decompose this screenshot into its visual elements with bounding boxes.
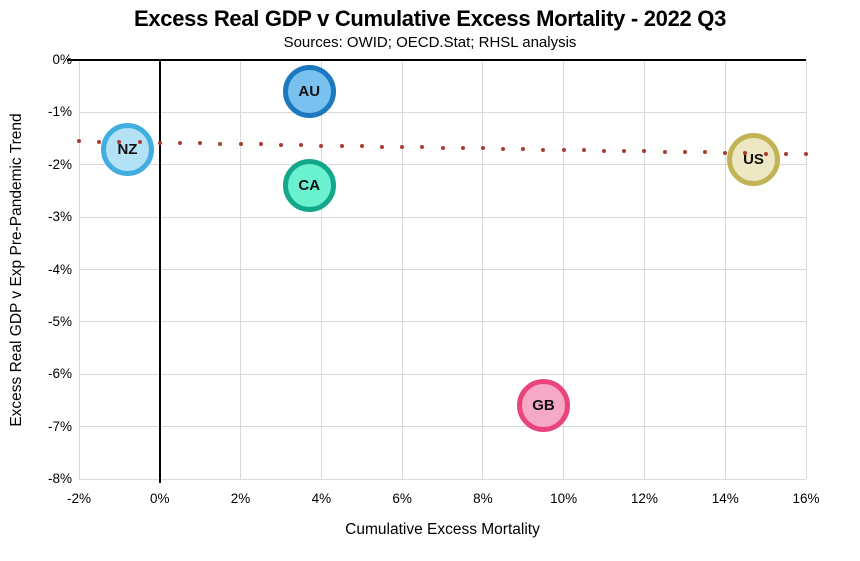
gridline-horizontal [79,426,806,428]
x-tick-label: 10% [550,491,578,506]
chart-subtitle: Sources: OWID; OECD.Stat; RHSL analysis [283,34,577,51]
trendline-dot [218,141,223,146]
trendline-dot [177,140,182,145]
trendline-dot [642,149,647,154]
trendline-dot [541,147,546,152]
bubble-CA: CA [282,159,336,213]
x-tick-label: -2% [66,491,91,506]
trendline-dot [137,140,142,145]
x-tick-label: 14% [711,491,739,506]
gridline-horizontal [79,111,806,113]
trendline-dot [440,145,445,150]
trendline-dot [743,151,748,156]
trendline-dot [682,150,687,155]
trendline-dot [420,145,425,150]
chart-title: Excess Real GDP v Cumulative Excess Mort… [133,6,727,31]
bubble-label: AU [298,82,321,100]
trendline-dot [501,146,506,151]
bubble-label: US [743,151,764,168]
x-axis-zero-line [67,58,806,62]
trendline-dot [319,143,324,148]
trendline-dot [77,139,81,144]
bubble-AU: AU [282,64,336,118]
x-tick-label: 2% [230,491,251,506]
trendline-dot [804,152,808,157]
trendline-dot [157,140,162,145]
y-tick-label: -4% [47,261,72,277]
trendline-dot [783,151,788,156]
gridline-horizontal [79,373,806,375]
trendline-dot [117,139,122,144]
trendline-dot [763,151,768,156]
trendline-dot [299,143,304,148]
trendline-dot [379,144,384,149]
trendline-dot [238,142,243,147]
y-tick-label: -5% [47,313,72,329]
trendline-dot [480,146,485,151]
bubble-NZ: NZ [100,122,154,176]
y-tick-label: -8% [47,471,72,486]
x-tick-label: 0% [150,491,170,506]
y-axis-zero-line [158,59,162,483]
gridline-horizontal [79,216,806,218]
x-tick-label: 8% [473,491,493,506]
bubble-GB: GB [516,379,570,433]
trendline-dot [198,141,203,146]
bubble-US: US [726,133,780,186]
trendline-dot [703,150,708,155]
trendline-dot [602,148,607,153]
trendline-dot [723,150,728,155]
trendline-dot [622,149,627,153]
gridline-horizontal [79,478,806,480]
gridline-horizontal [79,164,806,166]
trendline-dot [521,147,526,152]
trendline-dot [662,149,667,154]
plot-area: NZ AU CA GB US [67,58,808,483]
x-axis-title: Cumulative Excess Mortality [345,521,540,538]
trendline-dot [278,142,283,147]
trendline-dot [561,147,566,152]
trendline-dot [339,143,344,148]
y-tick-label: -2% [47,156,72,172]
x-tick-label: 12% [630,491,658,506]
bubble-label: CA [298,177,321,195]
gridline-vertical [805,60,807,479]
bubble-label: GB [532,397,555,415]
y-tick-label: -3% [47,209,72,225]
trendline-dot [258,142,263,147]
trendline-dot [460,146,465,151]
y-tick-label: -6% [47,366,72,382]
gridline-horizontal [79,321,806,323]
x-tick-label: 16% [792,491,820,506]
trendline-dot [359,144,364,149]
y-tick-label: -1% [47,104,72,120]
x-tick-label: 4% [311,491,332,506]
gridline-horizontal [79,269,806,270]
trendline-dot [400,145,405,149]
trendline-dot [581,148,586,153]
trendline-dot [97,139,102,144]
bubble-label: NZ [117,140,138,158]
y-tick-label: -7% [47,418,72,434]
x-tick-label: 6% [392,491,412,506]
y-tick-label: 0% [52,52,72,67]
